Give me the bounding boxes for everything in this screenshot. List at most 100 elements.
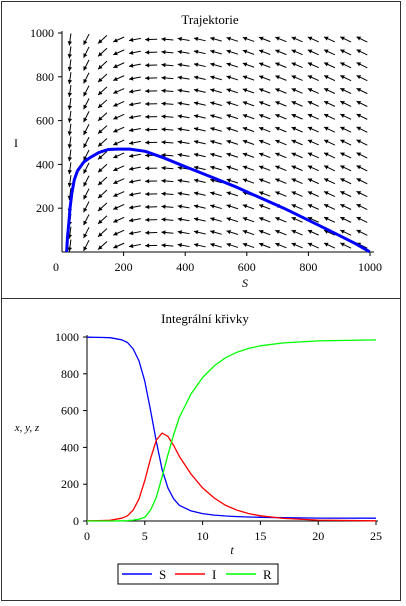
- direction-arrow: [145, 204, 158, 210]
- direction-arrow: [193, 36, 206, 42]
- plot1-xlabel: S: [242, 276, 248, 290]
- direction-arrow: [97, 215, 108, 225]
- direction-arrow: [226, 178, 239, 184]
- series-line-R: [87, 339, 377, 522]
- direction-arrow: [128, 179, 141, 184]
- direction-arrow: [291, 191, 303, 197]
- direction-arrow: [128, 166, 141, 171]
- plot1-title: Trajektorie: [181, 12, 239, 27]
- plot1-axes: 0 200 400 600 800 1000 200 400 600 800 1000: [30, 26, 382, 274]
- direction-arrow: [97, 60, 108, 70]
- direction-arrow: [210, 204, 222, 210]
- direction-arrow: [161, 140, 174, 145]
- direction-arrow: [83, 136, 90, 149]
- direction-arrow: [291, 101, 303, 107]
- direction-arrow: [161, 204, 174, 209]
- direction-arrow: [83, 72, 90, 84]
- direction-arrow: [128, 140, 141, 146]
- direction-arrow: [226, 242, 239, 248]
- direction-arrow: [83, 124, 90, 136]
- direction-arrow: [307, 36, 319, 43]
- plot2-series: [86, 336, 377, 522]
- direction-arrow: [113, 75, 125, 81]
- direction-arrow: [323, 203, 336, 210]
- direction-arrow: [340, 36, 352, 43]
- direction-arrow: [356, 190, 368, 198]
- direction-arrow: [242, 204, 255, 210]
- direction-arrow: [307, 242, 319, 249]
- direction-arrow: [113, 113, 125, 120]
- direction-arrow: [97, 73, 108, 83]
- plot2-x-tick-label: 10: [197, 529, 209, 543]
- direction-arrow: [113, 100, 125, 107]
- direction-arrow: [161, 37, 174, 42]
- direction-arrow: [258, 139, 271, 146]
- direction-arrow: [67, 136, 73, 149]
- direction-arrow: [307, 191, 319, 197]
- direction-arrow: [145, 101, 158, 107]
- direction-arrow: [275, 165, 287, 172]
- direction-arrow: [161, 230, 174, 235]
- direction-arrow: [145, 114, 158, 119]
- direction-arrow: [258, 204, 271, 210]
- direction-arrow: [177, 101, 190, 106]
- direction-arrow: [145, 191, 158, 197]
- plot1-x-tick-label: 400: [176, 260, 194, 274]
- direction-arrow: [242, 49, 255, 55]
- direction-arrow: [356, 87, 368, 95]
- direction-arrow: [340, 190, 352, 198]
- direction-arrow: [113, 191, 125, 197]
- direction-arrow: [356, 62, 368, 69]
- direction-arrow: [275, 139, 287, 146]
- direction-arrow: [323, 100, 336, 107]
- direction-arrow: [258, 152, 271, 159]
- direction-arrow: [291, 75, 303, 81]
- direction-arrow: [258, 178, 271, 184]
- plot2-y-tick-label: 600: [61, 404, 79, 418]
- plot1-y-tick-label: 600: [36, 114, 54, 128]
- direction-arrow: [275, 229, 287, 236]
- direction-arrow: [258, 88, 271, 94]
- direction-arrow: [161, 178, 174, 184]
- direction-arrow: [210, 217, 222, 222]
- direction-arrow: [177, 127, 190, 132]
- direction-arrow: [275, 36, 287, 43]
- direction-arrow: [83, 239, 90, 252]
- plot1-series: [65, 147, 371, 254]
- plot1-y-tick-label: 1000: [30, 26, 54, 40]
- direction-arrow: [307, 229, 319, 236]
- direction-arrow: [145, 243, 158, 248]
- direction-arrow: [83, 111, 90, 123]
- direction-arrow: [97, 202, 108, 212]
- direction-arrow: [193, 178, 206, 184]
- direction-arrow: [356, 178, 368, 185]
- direction-arrow: [275, 101, 287, 107]
- direction-arrow: [242, 75, 255, 81]
- direction-arrow: [67, 59, 73, 72]
- direction-arrow: [242, 165, 255, 171]
- direction-arrow: [356, 74, 368, 82]
- direction-arrow: [275, 126, 287, 133]
- direction-arrow: [226, 229, 239, 236]
- plot2-y-tick-label: 0: [73, 514, 79, 528]
- direction-arrow: [145, 75, 158, 81]
- direction-arrow: [145, 88, 158, 94]
- direction-arrow: [97, 47, 108, 57]
- direction-arrow: [97, 176, 108, 186]
- direction-arrow: [275, 49, 287, 56]
- direction-arrow: [323, 165, 336, 172]
- direction-arrow: [67, 33, 73, 46]
- direction-arrow: [226, 126, 239, 132]
- direction-arrow: [323, 75, 336, 82]
- direction-arrow: [340, 62, 352, 69]
- direction-arrow: [307, 152, 319, 159]
- direction-arrow: [83, 85, 90, 97]
- direction-arrow: [340, 139, 352, 146]
- direction-arrow: [145, 140, 158, 145]
- direction-arrow: [356, 113, 368, 120]
- direction-arrow: [356, 139, 368, 146]
- direction-arrow: [210, 126, 222, 132]
- direction-arrow: [258, 217, 271, 223]
- direction-arrow: [275, 113, 287, 120]
- plot1-ylabel: I: [14, 136, 18, 150]
